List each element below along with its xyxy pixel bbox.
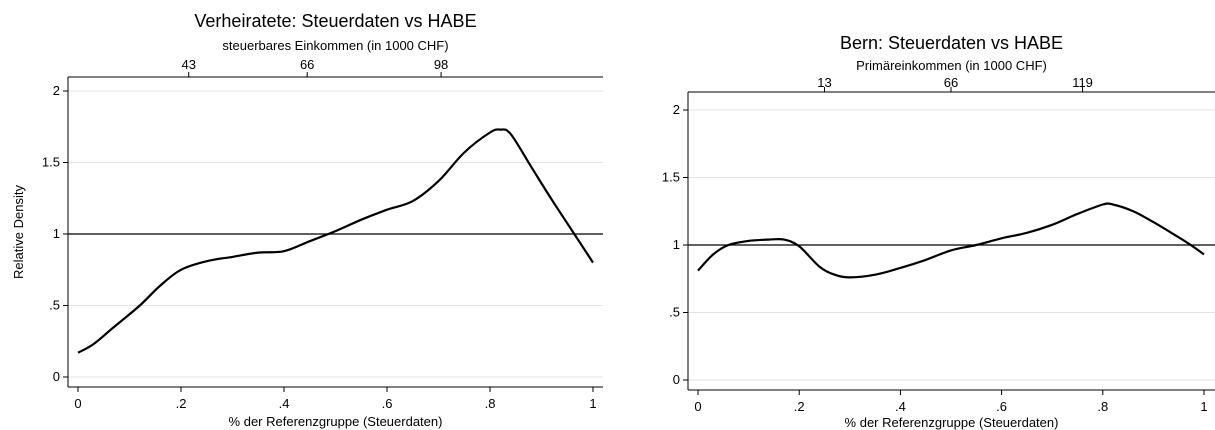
y-tick-label: .5 bbox=[49, 298, 60, 313]
x-tick-label: .4 bbox=[279, 396, 290, 411]
x-tick-label: .4 bbox=[895, 399, 906, 414]
x-tick-label: .6 bbox=[382, 396, 393, 411]
y-tick-label: 1 bbox=[673, 237, 680, 252]
top-tick-label: 66 bbox=[944, 75, 958, 90]
x-tick-label: .2 bbox=[794, 399, 805, 414]
x-tick-label: 0 bbox=[694, 399, 701, 414]
chart-2: Bern: Steuerdaten vs HABE Primäreinkommen… bbox=[662, 33, 1215, 430]
x-axis-label: % der Referenzgruppe (Steuerdaten) bbox=[845, 415, 1059, 430]
y-tick-label: 0 bbox=[53, 369, 60, 384]
density-curve bbox=[77, 128, 594, 354]
y-tick-label: 1.5 bbox=[42, 155, 60, 170]
top-axis-label: steuerbares Einkommen (in 1000 CHF) bbox=[222, 38, 448, 53]
x-tick-label: .2 bbox=[176, 396, 187, 411]
chart-title: Bern: Steuerdaten vs HABE bbox=[840, 33, 1063, 53]
top-tick-label: 98 bbox=[434, 57, 448, 72]
x-tick-label: 0 bbox=[74, 396, 81, 411]
top-tick-label: 43 bbox=[181, 57, 195, 72]
top-tick-label: 66 bbox=[300, 57, 314, 72]
top-tick-label: 119 bbox=[1072, 75, 1093, 90]
x-tick-label: .8 bbox=[1097, 399, 1108, 414]
chart-title: Verheiratete: Steuerdaten vs HABE bbox=[194, 11, 476, 31]
y-tick-label: 2 bbox=[53, 83, 60, 98]
y-tick-label: 1 bbox=[53, 226, 60, 241]
x-tick-label: .8 bbox=[485, 396, 496, 411]
y-tick-label: 1.5 bbox=[662, 170, 680, 185]
y-tick-label: .5 bbox=[669, 305, 680, 320]
x-tick-label: 1 bbox=[1200, 399, 1207, 414]
top-axis-label: Primäreinkommen (in 1000 CHF) bbox=[856, 58, 1047, 73]
top-tick-label: 13 bbox=[817, 75, 831, 90]
y-tick-label: 0 bbox=[673, 372, 680, 387]
y-tick-label: 2 bbox=[673, 102, 680, 117]
y-axis-label: Relative Density bbox=[11, 185, 26, 279]
x-axis-label: % der Referenzgruppe (Steuerdaten) bbox=[229, 414, 443, 429]
chart-1: Verheiratete: Steuerdaten vs HABE steuerb… bbox=[11, 11, 603, 429]
x-tick-label: .6 bbox=[996, 399, 1007, 414]
x-tick-label: 1 bbox=[589, 396, 596, 411]
density-curve bbox=[697, 202, 1205, 279]
